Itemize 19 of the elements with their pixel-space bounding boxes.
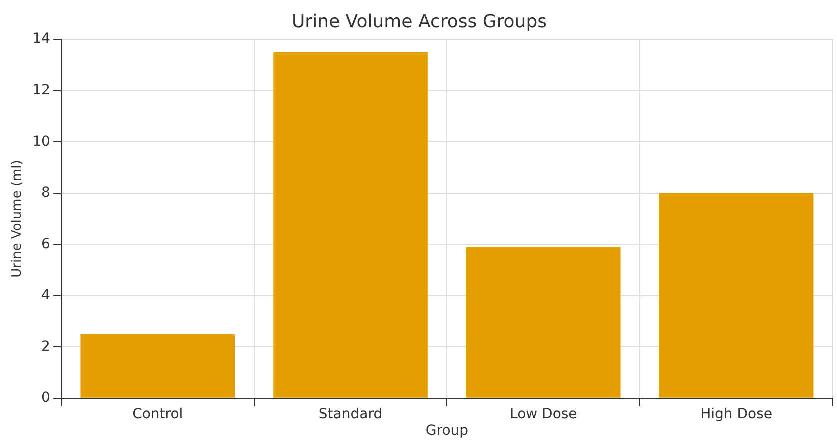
x-tick-label: High Dose	[700, 406, 772, 422]
y-tick-label: 10	[32, 134, 50, 150]
x-tick-label: Low Dose	[510, 406, 578, 422]
x-axis-title: Group	[426, 423, 469, 440]
y-tick-label: 6	[41, 236, 50, 252]
bar	[80, 334, 236, 398]
y-tick-label: 4	[41, 288, 50, 304]
bar	[466, 247, 621, 398]
bar	[659, 193, 814, 398]
bar	[274, 52, 428, 398]
y-tick-label: 14	[32, 31, 50, 48]
x-tick-label: Control	[132, 406, 184, 422]
chart-title: Urine Volume Across Groups	[292, 11, 548, 32]
y-axis-title: Urine Volume (ml)	[10, 160, 26, 278]
x-tick-label: Standard	[318, 406, 383, 422]
y-tick-label: 2	[41, 338, 50, 355]
y-tick-label: 0	[41, 390, 50, 406]
y-tick-label: 8	[41, 185, 50, 202]
y-tick-label: 12	[32, 82, 50, 98]
